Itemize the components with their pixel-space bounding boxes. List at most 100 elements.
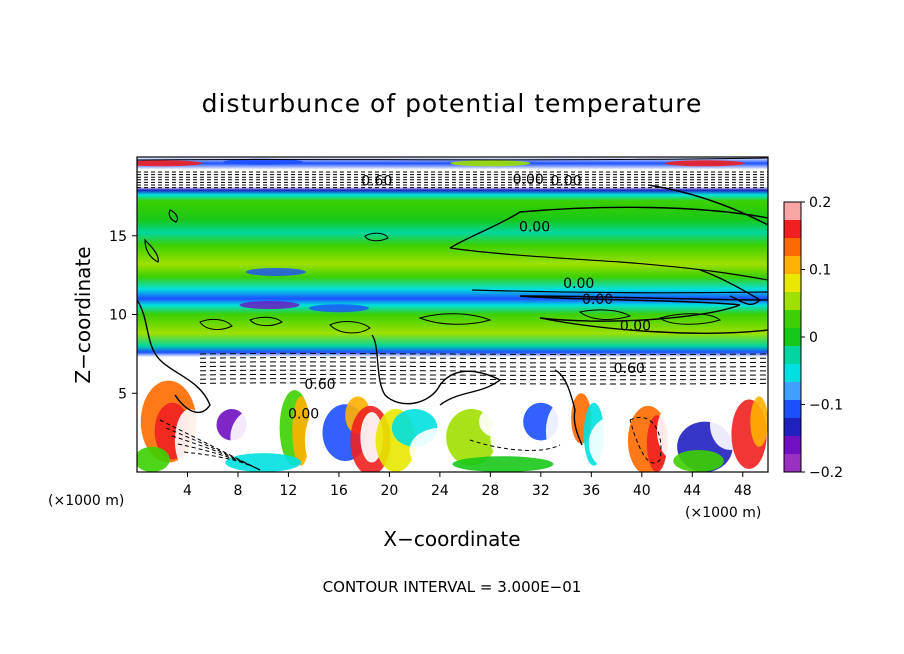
colorbar-tick-label: −0.2 xyxy=(809,465,843,481)
contour-line xyxy=(165,427,261,471)
contour-line xyxy=(578,309,632,320)
contour-line xyxy=(137,157,768,161)
contour-line xyxy=(137,299,211,414)
contour-label: 0.00 xyxy=(620,319,651,335)
contour-line xyxy=(199,361,768,364)
x-tick-label: 28 xyxy=(481,483,499,499)
x-tick-label: 16 xyxy=(330,483,348,499)
contour-label: 0.60 xyxy=(614,361,645,377)
contour-line xyxy=(199,352,768,356)
contour-line xyxy=(168,209,179,223)
field-blob xyxy=(239,301,300,310)
field-blob xyxy=(174,409,206,472)
field-blob xyxy=(673,449,724,472)
x-tick-label: 4 xyxy=(183,483,192,499)
contour-label: 0.00 xyxy=(519,219,550,235)
colorbar-swatch xyxy=(784,364,801,383)
contour-line xyxy=(554,369,583,446)
field-blob xyxy=(230,405,297,469)
y-tick-label: 5 xyxy=(118,386,127,402)
x-tick-label: 32 xyxy=(532,483,550,499)
x-axis-label: X−coordinate xyxy=(383,527,520,551)
field-blob xyxy=(750,396,768,447)
contour-line xyxy=(183,451,261,471)
field-blob xyxy=(225,453,302,472)
contour-line xyxy=(471,289,768,294)
colorbar-swatch xyxy=(784,256,801,275)
contour-line xyxy=(199,373,768,377)
colorbar-swatch xyxy=(784,202,801,221)
plot-area xyxy=(137,157,768,472)
contour-line xyxy=(249,316,283,327)
y-axis-label: Z−coordinate xyxy=(71,246,95,383)
field-blob xyxy=(308,304,369,313)
contour-line xyxy=(699,269,762,305)
x-tick-label: 12 xyxy=(280,483,298,499)
contour-line xyxy=(629,417,662,464)
x-tick-label: 36 xyxy=(582,483,600,499)
field-blob xyxy=(137,446,170,472)
contour-line xyxy=(469,439,561,451)
colorbar-swatch xyxy=(784,220,801,239)
contour-line xyxy=(199,378,768,381)
field-blob xyxy=(223,158,304,165)
contour-line xyxy=(199,382,768,385)
colorbar-swatch xyxy=(784,436,801,455)
field-blob xyxy=(452,456,554,472)
field-blob xyxy=(245,267,306,276)
y-axis: 5 10 15 xyxy=(109,229,137,402)
field-blob xyxy=(137,160,203,167)
contour-label: 0.60 xyxy=(361,174,392,190)
colorbar-swatch xyxy=(784,418,801,437)
contour-line xyxy=(371,334,502,406)
colorbar-tick-label: 0.2 xyxy=(809,195,831,211)
field-blobs xyxy=(137,158,768,472)
chart-title: disturbunce of potential temperature xyxy=(202,89,703,118)
contour-line xyxy=(159,419,261,471)
x-tick-label: 40 xyxy=(633,483,651,499)
contour-line xyxy=(199,318,233,330)
contour-line xyxy=(144,238,159,263)
contour-line xyxy=(199,365,768,368)
x-unit-right: (×1000 m) xyxy=(685,505,761,521)
colorbar-swatch xyxy=(784,454,801,473)
field-blob xyxy=(664,160,745,167)
x-axis: 4 8 12 16 20 24 28 32 36 40 44 48 xyxy=(183,472,752,499)
y-tick-label: 15 xyxy=(109,229,127,245)
contour-label: 0.60 xyxy=(304,377,335,393)
contour-line xyxy=(364,232,389,242)
contour-line xyxy=(418,313,492,325)
colorbar-swatch xyxy=(784,274,801,293)
x-unit-left: (×1000 m) xyxy=(48,493,124,509)
y-tick-label: 10 xyxy=(109,308,127,324)
x-tick-label: 24 xyxy=(431,483,449,499)
contour-interval-note: CONTOUR INTERVAL = 3.000E−01 xyxy=(323,578,582,596)
colorbar-swatch xyxy=(784,310,801,329)
contour-label: 0.00 xyxy=(563,276,594,292)
x-tick-label: 44 xyxy=(683,483,701,499)
colorbar-swatch xyxy=(784,400,801,419)
contour-label: 0.00 xyxy=(513,172,544,188)
contour-label: 0.00 xyxy=(582,292,613,308)
colorbar-tick-label: 0 xyxy=(809,330,818,346)
colorbar-swatch xyxy=(784,328,801,347)
colorbar-tick-label: 0.1 xyxy=(809,263,831,279)
x-tick-label: 48 xyxy=(734,483,752,499)
contour-line xyxy=(449,206,768,334)
colorbar-swatch xyxy=(784,382,801,401)
colorbar-tick-label: −0.1 xyxy=(809,398,843,414)
colorbar-swatch xyxy=(784,346,801,365)
contour-label: 0.00 xyxy=(550,174,581,190)
colorbar-swatch xyxy=(784,238,801,257)
contour-label: 0.00 xyxy=(288,407,319,423)
field-blob xyxy=(450,160,531,167)
colorbar-swatch xyxy=(784,292,801,311)
contour-line xyxy=(647,184,768,226)
x-tick-label: 20 xyxy=(380,483,398,499)
contour-line xyxy=(329,321,371,334)
contour-line xyxy=(449,247,768,281)
contour-line xyxy=(199,369,768,372)
contour-line xyxy=(658,313,722,325)
colorbar: 0.2 0.1 0 −0.1 −0.2 xyxy=(783,195,843,481)
